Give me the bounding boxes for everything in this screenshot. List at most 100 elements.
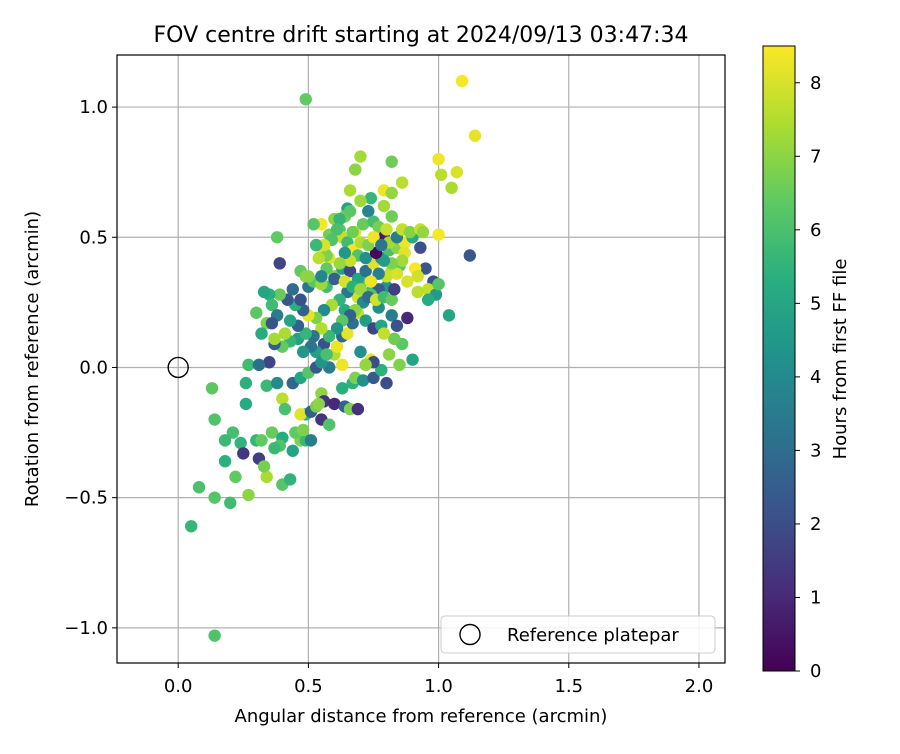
data-point (208, 413, 221, 426)
data-point (333, 257, 346, 270)
data-point (312, 251, 325, 265)
data-point (346, 225, 359, 239)
data-point (250, 306, 263, 319)
data-point (330, 340, 344, 353)
colorbar-gradient (762, 45, 796, 672)
x-axis-label: Angular distance from reference (arcmin) (235, 706, 608, 727)
data-point (395, 254, 409, 267)
data-point (354, 150, 367, 163)
data-point (390, 267, 404, 280)
x-tick-label: 0.5 (294, 676, 323, 697)
legend-reference-marker (459, 623, 481, 646)
data-point (416, 225, 430, 239)
data-point (265, 426, 279, 439)
data-point (395, 176, 409, 189)
data-point (283, 473, 297, 486)
data-point (362, 205, 375, 218)
colorbar-tick-label: 7 (810, 146, 821, 167)
data-point (239, 376, 253, 390)
colorbar-tick-label: 3 (810, 440, 821, 461)
data-point (336, 358, 349, 372)
data-point (354, 283, 367, 296)
data-point (218, 455, 232, 468)
data-point (273, 288, 286, 301)
data-point (356, 374, 370, 387)
data-point (309, 238, 323, 252)
data-point (315, 270, 328, 283)
data-point (450, 165, 464, 179)
data-point (265, 298, 279, 312)
data-point (260, 379, 273, 392)
data-point (359, 358, 372, 372)
data-point (268, 441, 281, 455)
data-point (375, 238, 388, 252)
data-point (317, 303, 331, 317)
y-tick-label: 1.0 (79, 97, 108, 118)
data-point (445, 181, 458, 194)
data-point (403, 225, 417, 239)
colorbar-tick-label: 4 (810, 367, 821, 388)
data-point (263, 356, 276, 369)
data-point (349, 163, 362, 176)
data-point (333, 212, 346, 226)
data-point (385, 186, 398, 200)
data-point (354, 194, 367, 208)
colorbar-tick-label: 0 (810, 661, 821, 682)
data-point (359, 314, 372, 327)
data-point (377, 254, 391, 267)
data-point (354, 345, 367, 359)
data-point (414, 241, 427, 254)
colorbar-tick-label: 5 (810, 293, 821, 314)
data-point (380, 376, 393, 390)
legend: Reference platepar (440, 615, 716, 654)
y-tick-label: −0.5 (64, 488, 108, 509)
data-point (401, 275, 414, 288)
data-point (304, 434, 318, 447)
data-point (257, 285, 271, 299)
data-point (432, 228, 445, 241)
data-point (260, 470, 273, 484)
data-point (372, 267, 385, 280)
data-point (328, 397, 341, 411)
data-point (385, 210, 398, 223)
data-point (388, 283, 401, 296)
data-point (432, 152, 445, 166)
data-point (328, 272, 341, 286)
data-point (367, 231, 380, 244)
data-point (268, 332, 281, 346)
data-point (442, 309, 456, 322)
data-point (192, 481, 206, 494)
data-point (237, 447, 250, 460)
data-point (380, 223, 393, 236)
data-point (270, 376, 284, 390)
x-tick-label: 0.0 (164, 676, 193, 697)
data-point (224, 496, 237, 510)
y-axis-ticks: −1.0 −0.5 0.0 0.5 1.0 (64, 97, 117, 639)
data-point (276, 392, 289, 405)
data-point (388, 332, 401, 346)
colorbar-tick-label: 6 (810, 220, 821, 241)
data-point (278, 327, 292, 340)
data-point (411, 285, 424, 299)
data-point (343, 264, 357, 278)
reference-marker-layer (167, 356, 189, 379)
data-point (270, 231, 284, 244)
x-axis-ticks: 0.0 0.5 1.0 1.5 2.0 (164, 663, 713, 697)
data-point (299, 93, 312, 106)
chart-title: FOV centre drift starting at 2024/09/13 … (154, 23, 689, 48)
colorbar-tick-label: 1 (810, 587, 821, 608)
y-tick-label: 0.5 (79, 227, 108, 248)
data-point (299, 270, 312, 283)
x-tick-label: 2.0 (685, 676, 714, 697)
x-tick-label: 1.5 (554, 676, 583, 697)
data-point (330, 223, 344, 236)
data-point (419, 262, 432, 275)
colorbar-tick-label: 2 (810, 514, 821, 535)
data-point (406, 353, 419, 366)
data-point (242, 488, 255, 502)
y-axis-label: Rotation from reference (arcmin) (22, 211, 43, 507)
y-tick-label: 0.0 (79, 357, 108, 378)
data-point (257, 460, 271, 473)
